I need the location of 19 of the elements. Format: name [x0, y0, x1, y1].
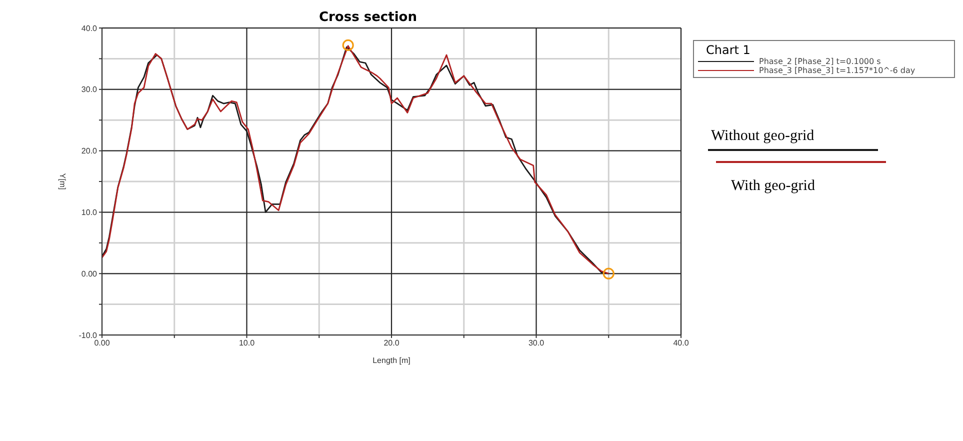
- text: Without geo-grid: [711, 128, 814, 145]
- chart-title: Cross section: [318, 10, 418, 25]
- x-tick-label: 40.0: [673, 338, 690, 348]
- y-tick-label: 20.0: [81, 146, 98, 156]
- x-axis-title: Length [m]: [372, 356, 410, 365]
- y-tick-label: 30.0: [81, 85, 98, 94]
- y-tick-label: 10.0: [81, 208, 98, 218]
- y-tick-label: 40.0: [81, 24, 98, 33]
- text: Phase_3 [Phase_3] t=1.157*10^-6 day: [759, 66, 916, 75]
- x-tick-label: 0.00: [94, 338, 110, 348]
- x-tick-label: 20.0: [384, 338, 400, 348]
- legend-title: Chart 1: [706, 43, 752, 57]
- y-axis-title: Y[m]: [58, 173, 68, 190]
- x-tick-label: 10.0: [238, 338, 256, 348]
- y-tick-label: 0.00: [81, 269, 98, 278]
- y-tick-label: -10.0: [78, 330, 98, 340]
- text: With geo-grid: [731, 178, 815, 195]
- text: Phase_2 [Phase_2] t=0.1000 s: [759, 57, 881, 66]
- x-tick-label: 30.0: [528, 338, 545, 348]
